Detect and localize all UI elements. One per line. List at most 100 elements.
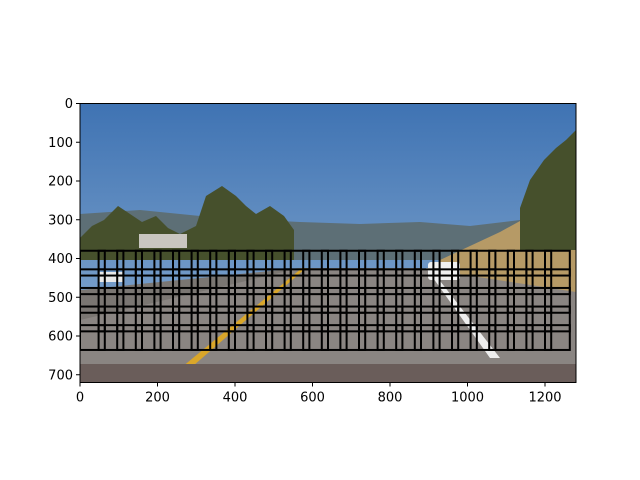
window-box — [506, 324, 534, 351]
window-box — [488, 305, 516, 333]
window-box — [395, 268, 423, 296]
axes-frame — [79, 103, 577, 383]
window-box — [506, 305, 534, 333]
window-box — [283, 268, 311, 296]
window-box — [488, 268, 516, 296]
y-tick-label: 200 — [48, 175, 73, 190]
window-box — [469, 268, 497, 296]
window-box — [153, 249, 181, 277]
window-box — [172, 286, 199, 314]
x-axis: 0 200 400 600 800 1000 1200 — [76, 382, 562, 406]
window-box — [376, 324, 404, 351]
window-box — [172, 305, 199, 333]
x-tick-label: 1200 — [528, 391, 561, 406]
window-box — [283, 305, 311, 333]
tree-cluster-right — [520, 130, 576, 250]
window-box — [116, 249, 143, 277]
window-box — [227, 324, 255, 351]
window-box — [320, 249, 348, 277]
window-box — [413, 286, 441, 314]
y-axis: 0 100 200 300 400 500 600 700 — [48, 97, 80, 383]
y-tick-label: 500 — [48, 291, 73, 306]
window-box — [525, 305, 553, 333]
window-box — [265, 249, 292, 277]
y-tick-label: 0 — [65, 97, 73, 112]
window-box — [451, 286, 478, 314]
window-box — [358, 305, 385, 333]
window-box — [395, 286, 423, 314]
window-box — [97, 305, 125, 333]
window-box — [469, 286, 497, 314]
window-box — [265, 305, 292, 333]
window-box — [451, 324, 478, 351]
window-box — [544, 286, 571, 314]
window-box — [80, 324, 106, 351]
window-box — [413, 249, 441, 277]
x-tick-label: 0 — [76, 391, 84, 406]
window-box — [469, 249, 497, 277]
window-box — [80, 249, 106, 277]
window-box — [525, 249, 553, 277]
x-tick-label: 600 — [300, 391, 325, 406]
window-box — [153, 305, 181, 333]
window-box — [190, 305, 218, 333]
window-box — [190, 286, 218, 314]
window-box — [339, 305, 367, 333]
window-box — [134, 324, 162, 351]
window-box — [525, 268, 553, 296]
x-tick-label: 800 — [378, 391, 403, 406]
window-box — [209, 324, 236, 351]
window-box — [320, 268, 348, 296]
window-box — [506, 249, 534, 277]
white-car-left — [98, 272, 124, 282]
sliding-window-grid — [80, 249, 571, 351]
window-box — [376, 305, 404, 333]
window-box — [153, 324, 181, 351]
window-box — [395, 305, 423, 333]
window-box — [227, 268, 255, 296]
window-box — [172, 249, 199, 277]
window-box — [302, 286, 330, 314]
x-tick-label: 400 — [223, 391, 248, 406]
overhead-sign — [139, 234, 187, 248]
window-box — [488, 249, 516, 277]
window-box — [190, 249, 218, 277]
window-box — [320, 324, 348, 351]
window-box — [395, 249, 423, 277]
window-box — [190, 268, 218, 296]
window-box — [525, 324, 553, 351]
window-box — [358, 249, 385, 277]
window-box — [172, 324, 199, 351]
window-box — [506, 268, 534, 296]
window-box — [339, 324, 367, 351]
window-box — [116, 286, 143, 314]
y-tick-label: 700 — [48, 368, 73, 383]
x-tick-label: 200 — [145, 391, 170, 406]
window-box — [97, 249, 125, 277]
window-box — [97, 286, 125, 314]
window-box — [265, 268, 292, 296]
window-box — [469, 305, 497, 333]
y-tick-label: 100 — [48, 136, 73, 151]
window-box — [265, 286, 292, 314]
window-box — [97, 268, 125, 296]
window-box — [469, 324, 497, 351]
window-box — [116, 324, 143, 351]
window-box — [227, 286, 255, 314]
window-box — [544, 324, 571, 351]
window-box — [488, 324, 516, 351]
window-box — [339, 249, 367, 277]
window-box — [376, 249, 404, 277]
y-tick-label: 600 — [48, 330, 73, 345]
window-box — [190, 324, 218, 351]
window-box — [172, 268, 199, 296]
window-box — [265, 324, 292, 351]
window-box — [283, 249, 311, 277]
window-box — [432, 268, 460, 296]
window-box — [432, 305, 460, 333]
window-box — [97, 324, 125, 351]
window-box — [302, 305, 330, 333]
window-box — [246, 305, 274, 333]
window-box — [134, 305, 162, 333]
window-box — [302, 268, 330, 296]
